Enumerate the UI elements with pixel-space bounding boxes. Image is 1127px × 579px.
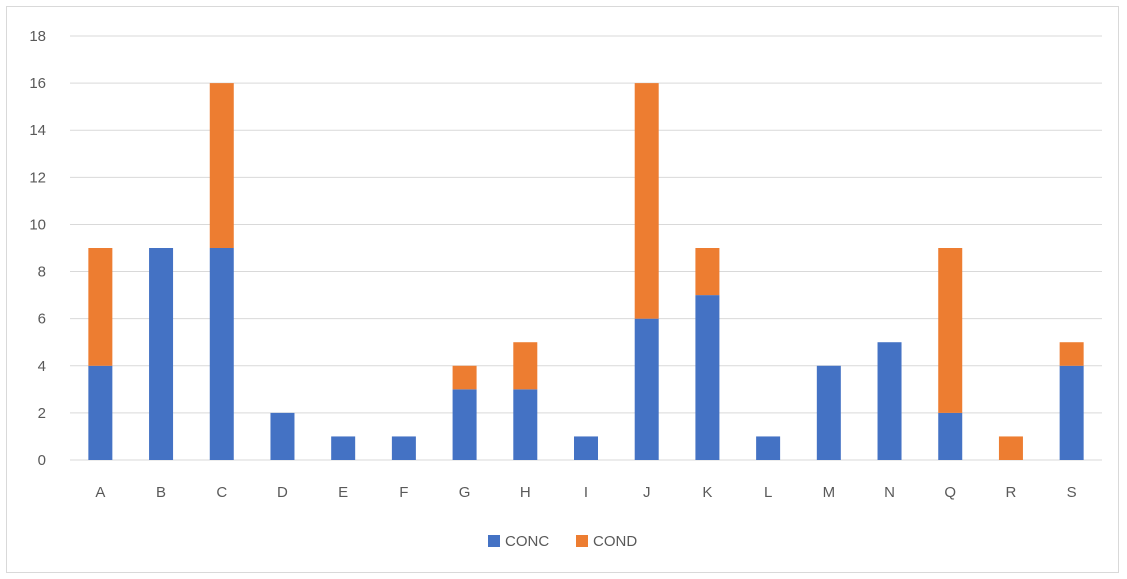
- bar-cond-h: [513, 342, 538, 390]
- x-tick-label: F: [399, 484, 408, 501]
- x-tick-label: E: [338, 484, 348, 501]
- x-tick-label: L: [764, 484, 772, 501]
- bar-cond-r: [998, 436, 1023, 460]
- bar-conc-l: [756, 436, 781, 460]
- bar-cond-k: [695, 248, 720, 296]
- x-tick-label: M: [823, 484, 836, 501]
- y-tick-label: 10: [29, 216, 46, 233]
- x-tick-label: R: [1006, 484, 1017, 501]
- x-tick-label: A: [95, 484, 105, 501]
- x-tick-label: B: [156, 484, 166, 501]
- x-tick-label: D: [277, 484, 288, 501]
- bar-conc-a: [88, 365, 113, 460]
- y-tick-label: 2: [38, 405, 46, 422]
- y-tick-label: 18: [29, 28, 46, 45]
- bar-conc-s: [1059, 365, 1084, 460]
- chart-frame: [6, 6, 1119, 573]
- y-tick-label: 14: [29, 122, 46, 139]
- bar-conc-h: [513, 389, 538, 460]
- bar-conc-n: [877, 342, 902, 460]
- legend-swatch-conc: [488, 535, 500, 547]
- bar-conc-b: [149, 248, 174, 460]
- y-tick-label: 6: [38, 311, 46, 328]
- bars: [88, 83, 1084, 460]
- x-tick-label: N: [884, 484, 895, 501]
- bar-conc-e: [331, 436, 356, 460]
- y-tick-label: 8: [38, 264, 46, 281]
- bar-cond-c: [209, 83, 234, 248]
- y-tick-label: 16: [29, 75, 46, 92]
- bar-cond-g: [452, 365, 477, 390]
- bar-conc-f: [391, 436, 416, 460]
- y-axis-ticks: 0 2 4 6 8 10 12 14 16 18: [29, 28, 46, 469]
- bar-conc-j: [634, 318, 659, 460]
- bar-conc-q: [938, 412, 963, 460]
- bar-cond-a: [88, 248, 113, 366]
- x-tick-label: C: [216, 484, 227, 501]
- bar-cond-q: [938, 248, 963, 413]
- bar-conc-g: [452, 389, 477, 460]
- x-tick-label: K: [702, 484, 712, 501]
- x-tick-label: Q: [944, 484, 956, 501]
- y-tick-label: 4: [38, 358, 46, 375]
- legend-label-cond: COND: [593, 533, 637, 550]
- x-tick-label: I: [584, 484, 588, 501]
- bar-cond-j: [634, 83, 659, 319]
- gridlines: [70, 35, 1102, 461]
- bar-conc-m: [816, 365, 841, 460]
- bar-conc-k: [695, 295, 720, 460]
- bar-conc-i: [574, 436, 598, 460]
- bar-cond-s: [1059, 342, 1084, 366]
- y-tick-label: 12: [29, 169, 46, 186]
- x-tick-label: J: [643, 484, 651, 501]
- x-tick-label: G: [459, 484, 471, 501]
- x-tick-label: H: [520, 484, 531, 501]
- x-tick-label: S: [1067, 484, 1077, 501]
- legend: CONC COND: [488, 533, 637, 550]
- y-tick-label: 0: [38, 452, 46, 469]
- legend-label-conc: CONC: [505, 533, 549, 550]
- bar-conc-d: [270, 412, 295, 460]
- legend-swatch-cond: [576, 535, 588, 547]
- bar-conc-c: [209, 248, 234, 460]
